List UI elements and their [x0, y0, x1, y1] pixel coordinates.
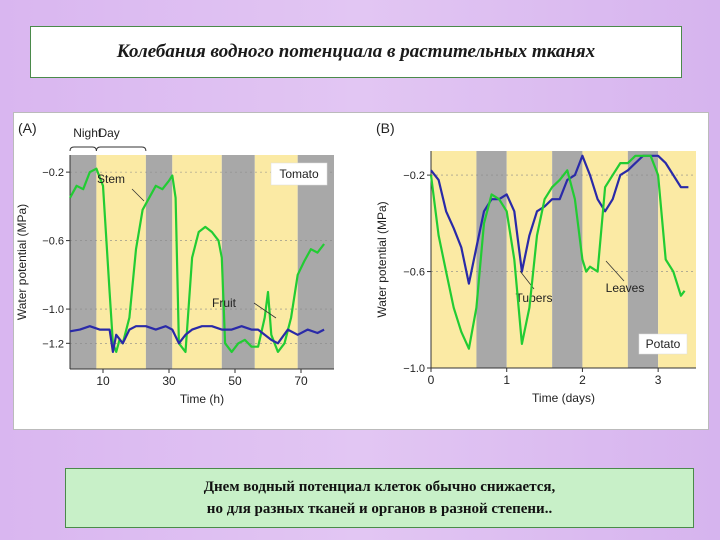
- day-band: [96, 155, 146, 369]
- day-band: [658, 151, 696, 368]
- panel-label: (A): [18, 120, 37, 136]
- x-axis-title: Time (h): [180, 392, 224, 406]
- caption-line-1: Днем водный потенциал клеток обычно сниж…: [203, 479, 556, 495]
- y-tick-label: −0.6: [42, 236, 64, 248]
- x-tick-label: 30: [162, 374, 176, 388]
- chart-panel-a: 10 30 50 70 −0.2 −0.6 −1.0 −1.2 Time (h) Water po…: [15, 120, 334, 406]
- day-band: [172, 155, 222, 369]
- night-label: Night: [73, 126, 102, 140]
- x-tick-label: 3: [655, 373, 662, 387]
- x-tick-label: 2: [579, 373, 586, 387]
- legend-box: [270, 162, 328, 186]
- y-tick-label: −0.6: [403, 267, 425, 279]
- series-label-leaves: Leaves: [606, 281, 645, 295]
- day-label: Day: [98, 126, 119, 140]
- night-band: [552, 151, 583, 368]
- figure-panel: 10 30 50 70 −0.2 −0.6 −1.0 −1.2 Time (h) Water po…: [13, 112, 709, 430]
- y-tick-label: −0.2: [42, 167, 64, 179]
- caption-box: Днем водный потенциал клеток обычно сниж…: [65, 468, 694, 528]
- night-band: [221, 155, 255, 369]
- legend-box-label: Tomato: [279, 167, 319, 181]
- caption-line-2: но для разных тканей и органов в разной …: [206, 501, 553, 517]
- legend-box-label: Potato: [646, 337, 681, 351]
- x-tick-label: 0: [428, 373, 435, 387]
- y-axis-title: Water potential (MPa): [375, 201, 389, 317]
- series-label-stem: Stem: [97, 172, 125, 186]
- series-pointer: [131, 188, 145, 202]
- y-tick-label: −1.0: [403, 363, 425, 375]
- series-pointer: [253, 302, 277, 319]
- night-band: [627, 151, 659, 368]
- series-pointer: [605, 260, 625, 282]
- x-axis-title: Time (days): [532, 391, 595, 405]
- x-tick-label: 10: [96, 374, 110, 388]
- y-tick-label: −0.2: [403, 170, 425, 182]
- night-bracket: [69, 146, 97, 152]
- y-tick-label: −1.0: [42, 304, 64, 316]
- legend-box: [638, 333, 688, 355]
- x-tick-label: 50: [228, 374, 242, 388]
- day-bracket: [95, 146, 147, 152]
- series-line-fruit: [69, 325, 325, 353]
- chart-panel-b: 0 1 2 3 −0.2 −0.6 −1.0 Time (days) Water potenti…: [375, 120, 696, 405]
- series-label-tubers: Tubers: [516, 291, 553, 305]
- day-band: [582, 151, 628, 368]
- series-line-leaves: [429, 154, 686, 350]
- slide-title: Колебания водного потенциала в раститель…: [116, 41, 596, 62]
- x-tick-label: 70: [294, 374, 308, 388]
- x-tick-label: 1: [503, 373, 510, 387]
- series-label-fruit: Fruit: [212, 296, 237, 310]
- slide-title-box: Колебания водного потенциала в раститель…: [30, 26, 682, 78]
- night-band: [145, 155, 173, 369]
- y-tick-label: −1.2: [42, 338, 64, 350]
- day-band: [431, 151, 477, 368]
- panel-label: (B): [376, 120, 395, 136]
- y-axis-title: Water potential (MPa): [15, 204, 29, 320]
